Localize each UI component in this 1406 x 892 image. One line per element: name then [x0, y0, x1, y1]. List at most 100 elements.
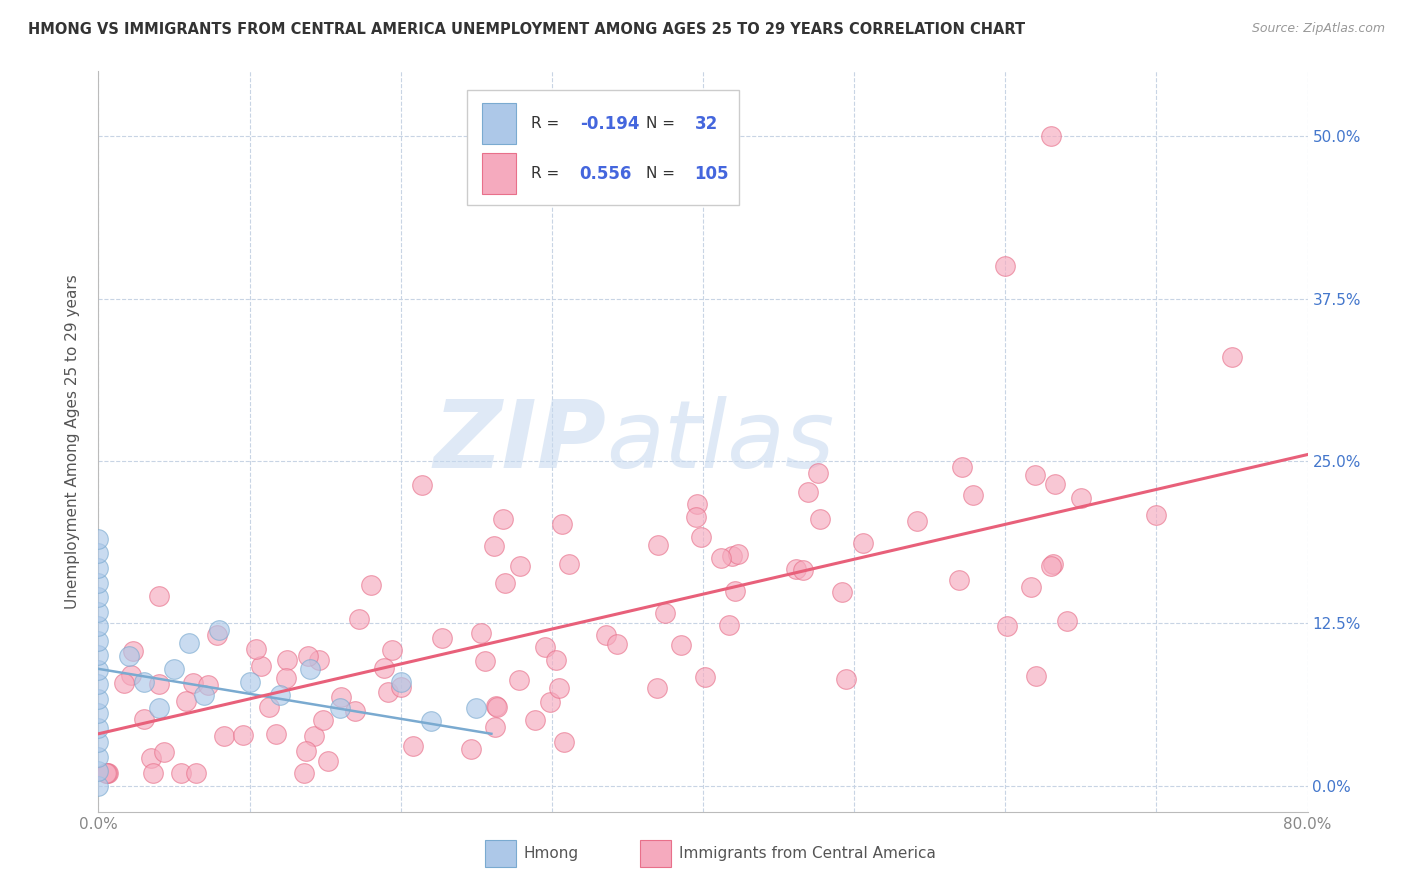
Point	[807, 466, 830, 480]
Point	[297, 648, 319, 663]
Point	[544, 653, 567, 667]
Point	[329, 690, 352, 704]
Point	[1056, 615, 1078, 629]
Point	[1144, 508, 1167, 523]
Point	[250, 659, 273, 673]
Point	[797, 484, 820, 499]
Point	[550, 517, 572, 532]
Point	[87, 633, 110, 648]
Point	[950, 459, 973, 474]
Point	[831, 585, 853, 599]
Point	[87, 706, 110, 721]
Point	[87, 619, 110, 633]
Point	[411, 478, 433, 492]
Text: Hmong: Hmong	[523, 847, 578, 861]
Point	[87, 764, 110, 779]
Point	[96, 765, 118, 780]
Point	[852, 535, 875, 549]
Point	[112, 676, 135, 690]
Point	[142, 765, 165, 780]
Text: Immigrants from Central America: Immigrants from Central America	[679, 847, 936, 861]
Point	[727, 547, 749, 561]
Point	[96, 765, 118, 780]
Point	[193, 688, 215, 702]
Point	[87, 721, 110, 735]
Point	[389, 674, 412, 689]
Point	[538, 695, 561, 709]
Point	[148, 589, 170, 603]
Point	[721, 549, 744, 563]
Point	[292, 765, 315, 780]
Point	[132, 674, 155, 689]
Point	[87, 691, 110, 706]
Point	[87, 605, 110, 619]
Point	[524, 714, 547, 728]
Point	[179, 636, 201, 650]
Point	[645, 681, 668, 695]
Point	[87, 532, 110, 546]
Point	[87, 749, 110, 764]
Text: HMONG VS IMMIGRANTS FROM CENTRAL AMERICA UNEMPLOYMENT AMONG AGES 25 TO 29 YEARS : HMONG VS IMMIGRANTS FROM CENTRAL AMERICA…	[28, 22, 1025, 37]
Point	[87, 677, 110, 691]
Text: N =: N =	[647, 117, 681, 131]
Point	[1025, 669, 1047, 683]
Point	[174, 694, 197, 708]
Point	[87, 561, 110, 575]
Point	[1045, 477, 1067, 491]
Point	[430, 631, 453, 645]
Point	[344, 704, 367, 718]
Point	[269, 688, 291, 702]
Point	[87, 546, 110, 560]
Point	[1220, 350, 1243, 364]
Text: N =: N =	[647, 166, 681, 181]
Point	[169, 765, 191, 780]
Point	[118, 648, 141, 663]
Point	[232, 728, 254, 742]
Text: 105: 105	[695, 164, 730, 183]
Point	[329, 701, 352, 715]
Point	[553, 735, 575, 749]
Point	[299, 662, 322, 676]
Point	[558, 558, 581, 572]
Point	[181, 676, 204, 690]
Point	[485, 698, 508, 713]
Point	[470, 625, 492, 640]
Point	[1019, 580, 1042, 594]
Point	[792, 563, 814, 577]
Point	[122, 644, 145, 658]
Point	[245, 642, 267, 657]
Point	[347, 612, 370, 626]
Point	[205, 628, 228, 642]
Point	[835, 672, 858, 686]
Point	[685, 509, 707, 524]
Text: 0.556: 0.556	[579, 164, 633, 183]
Point	[994, 259, 1017, 273]
Point	[808, 512, 831, 526]
Point	[1070, 491, 1092, 505]
Point	[474, 654, 496, 668]
Point	[606, 636, 628, 650]
Point	[316, 755, 339, 769]
Point	[1039, 129, 1062, 144]
Point	[508, 673, 530, 687]
Text: 32: 32	[695, 115, 718, 133]
Point	[533, 640, 555, 654]
Point	[465, 701, 488, 715]
Point	[87, 663, 110, 677]
Point	[259, 700, 281, 714]
Point	[654, 606, 676, 620]
Point	[308, 653, 330, 667]
Point	[97, 765, 120, 780]
Point	[492, 512, 515, 526]
Point	[239, 674, 262, 689]
Point	[163, 662, 186, 676]
Point	[197, 678, 219, 692]
Point	[962, 488, 984, 502]
Point	[948, 573, 970, 587]
Point	[494, 575, 516, 590]
Point	[373, 660, 395, 674]
Text: ZIP: ZIP	[433, 395, 606, 488]
Point	[87, 590, 110, 604]
Point	[402, 739, 425, 753]
Point	[1039, 558, 1062, 573]
